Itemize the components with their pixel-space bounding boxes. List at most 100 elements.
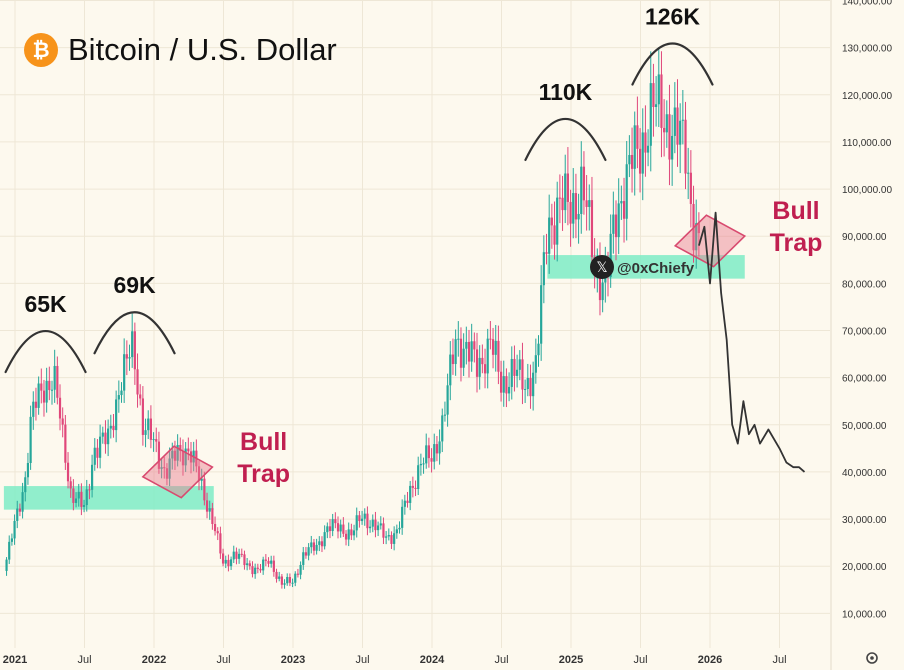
candle-body [168, 458, 171, 479]
candle-body [577, 213, 580, 220]
candle-body [56, 365, 59, 398]
candle-body [355, 515, 358, 531]
candle-body [304, 552, 308, 556]
candle-body [470, 341, 473, 362]
candle-body [243, 554, 246, 566]
candle-body [296, 573, 300, 575]
x-tick-label: 2023 [281, 654, 305, 666]
watermark-x-icon [590, 255, 614, 279]
candle-body [262, 559, 265, 571]
candle-body [221, 553, 225, 564]
candle-body [695, 223, 698, 251]
candle-body [278, 576, 281, 579]
candle-body [540, 285, 543, 344]
candle-body [302, 552, 305, 565]
candle-body [435, 444, 439, 454]
candle-body [422, 463, 425, 465]
candle-body [139, 394, 142, 399]
x-tick-label: 2021 [3, 654, 27, 666]
bull-trap-label-line2: Trap [237, 460, 290, 488]
candle-body [37, 383, 40, 408]
candle-body [286, 577, 289, 584]
candle-body [141, 398, 144, 435]
candle-body [665, 114, 668, 133]
candle-body [438, 441, 441, 454]
candle-body [588, 200, 591, 207]
candle-body [312, 542, 316, 551]
peak-arc [4, 330, 87, 374]
candle-body [61, 418, 64, 425]
candle-body [553, 225, 556, 245]
candle-body [467, 341, 471, 362]
candle-body [443, 414, 447, 416]
candle-body [69, 481, 72, 489]
candle-body [152, 439, 155, 441]
candle-body [505, 376, 508, 394]
candle-body [40, 383, 43, 391]
candle-body [473, 341, 476, 350]
candle-body [454, 339, 457, 365]
candle-body [462, 348, 465, 368]
candle-body [558, 197, 561, 199]
projection-line [698, 211, 806, 473]
candle-body [128, 357, 131, 359]
candle-body [96, 447, 99, 458]
candle-body [612, 214, 615, 234]
candle-body [315, 544, 318, 551]
candle-body [18, 508, 22, 512]
candle-body [331, 519, 334, 532]
candle-body [446, 385, 449, 415]
candle-body [294, 573, 297, 583]
candle-body [104, 432, 107, 445]
candle-body [684, 119, 687, 174]
y-tick-label: 140,000.00 [842, 0, 892, 8]
bull-trap-box [141, 445, 214, 499]
candle-body [398, 527, 401, 530]
candle-body [419, 463, 422, 466]
x-tick-label: Jul [77, 654, 91, 666]
candle-body [526, 378, 529, 390]
bitcoin-icon: ₿ [24, 33, 58, 67]
candle-body [352, 530, 356, 536]
candle-body [377, 525, 380, 531]
y-tick-label: 110,000.00 [842, 138, 892, 149]
y-tick-label: 50,000.00 [842, 421, 887, 432]
candle-body [406, 500, 409, 503]
candle-body [609, 233, 612, 277]
candle-body [328, 526, 332, 532]
candle-body [529, 378, 532, 397]
candle-body [323, 532, 326, 547]
candle-body [411, 485, 414, 488]
candle-body [679, 120, 682, 145]
x-tick-label: Jul [772, 654, 786, 666]
candle-body [614, 214, 618, 238]
candle-body [537, 343, 540, 356]
candle-body [395, 529, 398, 534]
settings-icon[interactable] [866, 652, 878, 664]
candle-body [598, 263, 602, 301]
candle-body [403, 500, 406, 507]
candle-body [534, 355, 537, 373]
candle-body [449, 354, 452, 386]
candle-body [10, 538, 13, 542]
candle-body [157, 441, 161, 469]
candle-body [93, 447, 96, 465]
candle-body [358, 515, 361, 522]
x-tick-label: 2026 [698, 654, 722, 666]
candle-body [109, 425, 112, 429]
candle-body [483, 364, 487, 374]
candle-body [478, 357, 481, 377]
y-tick-label: 20,000.00 [842, 562, 887, 573]
candle-body [417, 465, 420, 490]
candle-body [310, 542, 313, 548]
candle-body [197, 466, 201, 481]
candle-body [382, 523, 385, 538]
candle-body [580, 166, 583, 214]
candle-body [291, 582, 294, 584]
y-tick-label: 130,000.00 [842, 44, 892, 55]
candle-body [585, 200, 588, 207]
candle-body [385, 536, 388, 538]
candle-body [350, 529, 353, 536]
candle-body [307, 547, 310, 556]
